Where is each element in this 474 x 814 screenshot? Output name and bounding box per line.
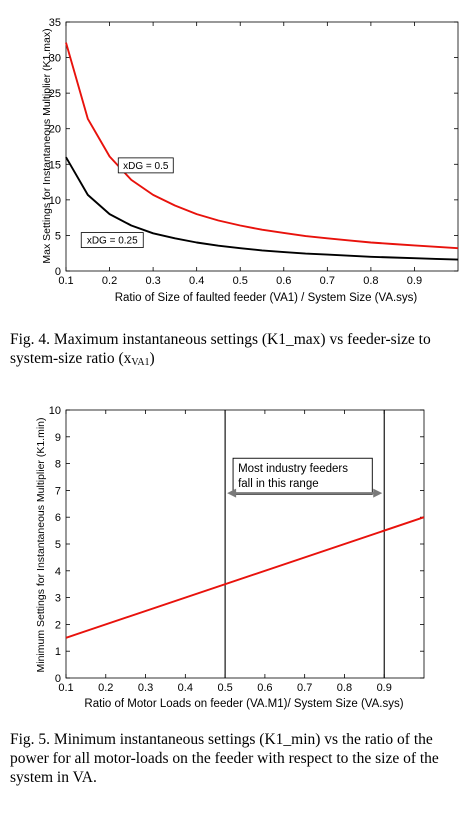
annotation-xdg-05: xDG = 0.5 [123, 161, 169, 172]
y-tick-label: 6 [55, 512, 61, 524]
series-line-0 [65, 42, 459, 250]
annotation-line-2: fall in this range [238, 478, 319, 490]
x-tick-label: 0.5 [233, 275, 248, 287]
figure-4-caption: Fig. 4. Maximum instantaneous settings (… [10, 330, 465, 372]
x-axis-label: Ratio of Motor Loads on feeder (VA.M1)/ … [84, 698, 403, 710]
y-tick-label: 0 [55, 266, 61, 278]
y-tick-label: 30 [49, 53, 61, 65]
y-tick-label: 5 [55, 230, 61, 242]
y-tick-label: 1 [55, 646, 61, 658]
x-tick-label: 0.9 [377, 682, 392, 694]
caption-text: Fig. 4. Maximum instantaneous settings (… [10, 331, 431, 367]
x-tick-label: 0.3 [138, 682, 153, 694]
range-arrow-head-left [227, 488, 237, 498]
y-tick-label: 15 [49, 159, 61, 171]
y-tick-label: 9 [55, 432, 61, 444]
y-tick-label: 20 [49, 124, 61, 136]
y-tick-label: 4 [55, 566, 61, 578]
y-tick-label: 35 [49, 17, 61, 29]
x-tick-label: 0.1 [58, 682, 73, 694]
x-tick-label: 0.9 [407, 275, 422, 287]
figure-4: 0.1 0.2 0.3 0.4 0.5 0.6 0.7 0.8 0.9 0 5 10 15 20 25 30 3… [0, 0, 474, 310]
y-tick-label: 3 [55, 593, 61, 605]
x-tick-label: 0.4 [178, 682, 193, 694]
x-axis-label: Ratio of Size of faulted feeder (VA1) / … [115, 292, 418, 304]
x-tick-label: 0.8 [337, 682, 352, 694]
y-tick-label: 5 [55, 539, 61, 551]
x-tick-label: 0.1 [58, 275, 73, 287]
y-tick-label: 7 [55, 485, 61, 497]
figure-5: 0.1 0.2 0.3 0.4 0.5 0.6 0.7 0.8 0.9 0 1 2 3 4 5 6 7 8 9 10 … [0, 395, 474, 720]
series-line-0 [65, 516, 425, 639]
caption-end: ) [149, 350, 155, 367]
figure-5-caption: Fig. 5. Minimum instantaneous settings (… [10, 731, 439, 786]
y-tick-label: 10 [49, 195, 61, 207]
caption-subscript: VA1 [131, 357, 150, 368]
x-tick-label: 0.4 [189, 275, 204, 287]
x-tick-label: 0.7 [297, 682, 312, 694]
x-tick-label: 0.6 [257, 682, 272, 694]
annotation-line-1: Most industry feeders [238, 463, 348, 475]
x-tick-label: 0.2 [102, 275, 117, 287]
series-line-1 [65, 156, 459, 261]
annotation-box-xdg-025 [80, 232, 144, 248]
x-tick-label: 0.7 [320, 275, 335, 287]
y-axis-label: Minimum Settings for Instantaneous Multi… [35, 417, 47, 672]
x-tick-label: 0.3 [145, 275, 160, 287]
plot-frame [65, 409, 425, 679]
y-tick-label: 25 [49, 88, 61, 100]
x-tick-label: 0.6 [276, 275, 291, 287]
y-tick-label: 10 [49, 405, 61, 417]
annotation-box [232, 457, 373, 495]
y-tick-label: 0 [55, 673, 61, 685]
y-axis-label: Max Settings for Instantaneous Multiplie… [41, 28, 53, 263]
x-tick-label: 0.8 [363, 275, 378, 287]
y-tick-label: 8 [55, 459, 61, 471]
annotation-xdg-025: xDG = 0.25 [87, 236, 138, 247]
y-tick-label: 2 [55, 619, 61, 631]
chart-k1-min: 0.1 0.2 0.3 0.4 0.5 0.6 0.7 0.8 0.9012345678910 … [35, 405, 425, 710]
plot-frame [65, 21, 459, 272]
chart-k1-max: 0.1 0.2 0.3 0.4 0.5 0.6 0.7 0.8 0.9 0 5 10 15 20 25 30 3… [41, 17, 459, 304]
annotation-box-xdg-05 [117, 157, 174, 174]
x-tick-label: 0.5 [217, 682, 232, 694]
x-tick-label: 0.2 [98, 682, 113, 694]
range-arrow-head-right [373, 488, 383, 498]
